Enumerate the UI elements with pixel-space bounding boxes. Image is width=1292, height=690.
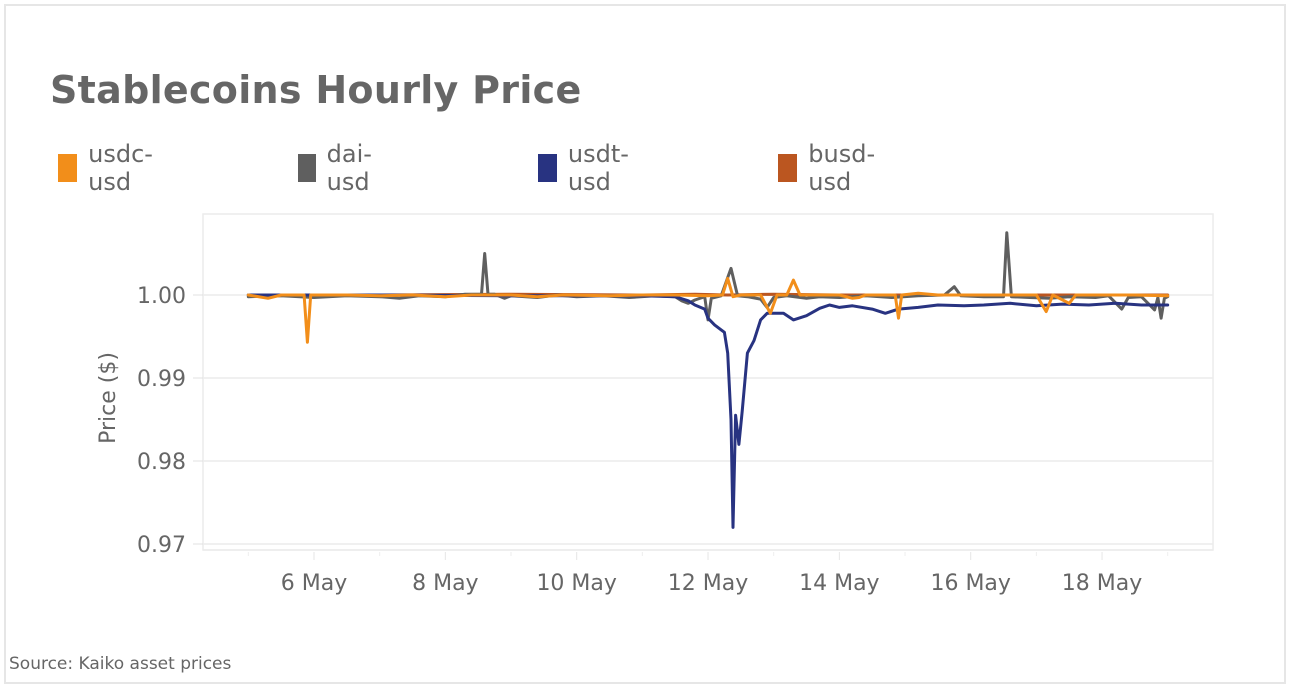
plot-area xyxy=(202,213,1214,551)
legend-item-busd[interactable]: busd-usd xyxy=(778,140,884,196)
y-tick-label: 0.97 xyxy=(137,533,186,558)
legend-label: dai-usd xyxy=(326,140,372,196)
legend-label: busd-usd xyxy=(808,140,876,196)
source-note: Source: Kaiko asset prices xyxy=(9,654,232,674)
chart-title: Stablecoins Hourly Price xyxy=(50,68,582,112)
series-line-usdc-usd xyxy=(246,276,1170,344)
x-axis-ticks: 6 May 8 May 10 May 12 May 14 May 16 May 18 May xyxy=(247,552,1169,596)
y-axis-ticks: 1.00 0.99 0.98 0.97 xyxy=(137,284,1213,558)
x-tick-label: 12 May xyxy=(668,571,748,596)
legend-swatch-icon xyxy=(298,154,316,182)
chart-container xyxy=(4,4,1286,684)
x-tick-label: 6 May xyxy=(281,571,347,596)
data-series xyxy=(246,231,1170,529)
x-tick-label: 18 May xyxy=(1062,571,1142,596)
y-axis-label: Price ($) xyxy=(96,352,121,444)
y-tick-label: 0.98 xyxy=(137,450,186,475)
y-tick-label: 1.00 xyxy=(137,284,186,309)
legend-item-usdc[interactable]: usdc-usd xyxy=(58,140,162,196)
legend-item-usdt[interactable]: usdt-usd xyxy=(538,140,638,196)
x-tick-label: 16 May xyxy=(930,571,1010,596)
y-tick-label: 0.99 xyxy=(137,367,186,392)
legend-label: usdc-usd xyxy=(88,140,153,196)
legend-label: usdt-usd xyxy=(567,140,629,196)
x-tick-label: 8 May xyxy=(412,571,478,596)
legend-swatch-icon xyxy=(58,154,78,182)
legend-swatch-icon xyxy=(778,154,798,182)
x-tick-label: 14 May xyxy=(799,571,879,596)
x-tick-label: 10 May xyxy=(536,571,616,596)
legend-item-dai[interactable]: dai-usd xyxy=(298,140,382,196)
legend-swatch-icon xyxy=(538,154,557,182)
